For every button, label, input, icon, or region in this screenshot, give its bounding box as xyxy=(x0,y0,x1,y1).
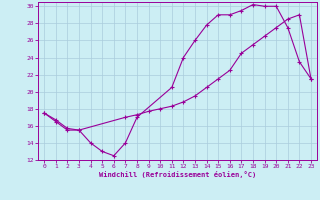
X-axis label: Windchill (Refroidissement éolien,°C): Windchill (Refroidissement éolien,°C) xyxy=(99,171,256,178)
